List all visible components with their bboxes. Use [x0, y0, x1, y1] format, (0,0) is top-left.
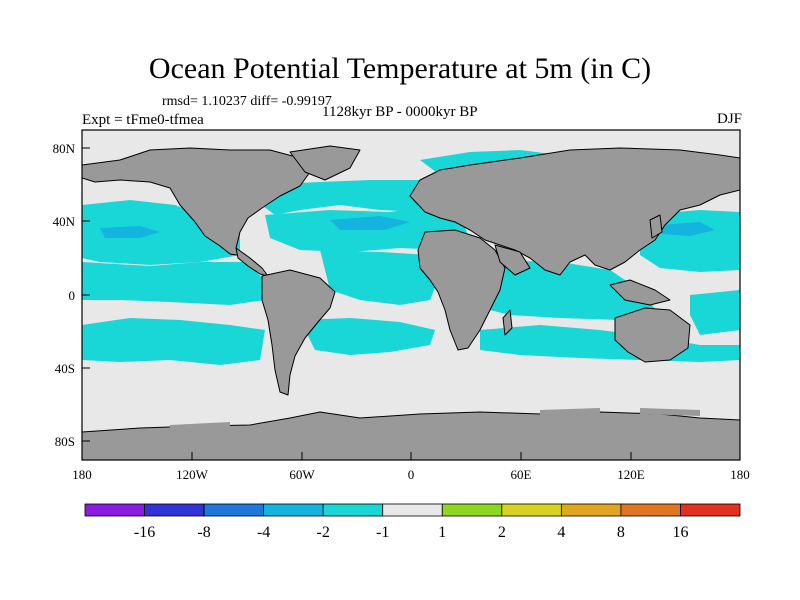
north-atlantic-cooling [255, 178, 445, 215]
y-tick-label: 40S [55, 361, 75, 376]
north-atlantic-strong [330, 216, 410, 230]
y-axis-labels: 80N 40N 0 40S 80S [53, 141, 76, 449]
colorbar-box [84, 503, 145, 517]
colorbar-box [322, 503, 384, 517]
colorbar-box [144, 503, 205, 517]
japan [649, 214, 663, 239]
x-tick-label: 180 [730, 467, 750, 482]
colorbar-box [501, 503, 562, 517]
south-pacific-east-cooling [690, 290, 740, 335]
north-america [82, 147, 311, 257]
colorbar-box [382, 503, 443, 517]
colorbar-label: 16 [672, 524, 688, 541]
indian-ocean-cooling [470, 260, 660, 320]
pacific-west-strong [660, 222, 715, 236]
madagascar [502, 309, 513, 336]
south-pacific-cooling [82, 318, 265, 365]
southeast-asia-islands [609, 279, 671, 306]
sea-ice-south-2 [540, 408, 600, 416]
x-tick-label: 120E [617, 467, 645, 482]
colorbar-box [263, 503, 324, 517]
map-title: Ocean Potential Temperature at 5m (in C) [148, 52, 652, 85]
season-label: DJF [716, 111, 742, 127]
experiment-label: Expt = tFme0-tfmea [82, 112, 204, 128]
y-tick-label: 80S [55, 434, 75, 449]
tropical-atlantic-cooling [320, 250, 440, 305]
eurasia [409, 147, 740, 276]
central-america [235, 247, 269, 277]
x-axis-labels: 180 120W 60W 0 60E 120E 180 [72, 467, 750, 482]
colorbar-box [620, 503, 681, 517]
north-pacific-strong [100, 226, 160, 238]
land-masses [82, 145, 740, 460]
south-atlantic-cooling [300, 318, 435, 355]
greenland [289, 145, 361, 181]
colorbar-label: 8 [617, 524, 625, 541]
stronger-cooling-regions [100, 216, 715, 238]
sea-ice-patches [170, 408, 700, 432]
y-tick-label: 80N [53, 141, 76, 156]
colorbar-box [680, 503, 741, 517]
y-tick-label: 0 [69, 288, 76, 303]
colorbar-label: -1 [376, 524, 389, 541]
stats-label: rmsd= 1.10237 diff= -0.99197 [162, 94, 332, 109]
colorbar-label: 1 [438, 524, 446, 541]
colorbar-label: -2 [317, 524, 330, 541]
australia [614, 307, 691, 363]
tick-marks [81, 147, 741, 460]
arabia [494, 244, 531, 276]
colorbar-labels: -16 -8 -4 -2 -1 1 2 4 8 16 [134, 524, 689, 541]
colorbar-label: 2 [498, 524, 506, 541]
y-tick-label: 40N [53, 214, 76, 229]
x-tick-label: 60E [511, 467, 532, 482]
colorbar-box [203, 503, 265, 517]
x-tick-label: 0 [408, 467, 415, 482]
antarctica [82, 411, 740, 460]
colorbar-label: -4 [257, 524, 270, 541]
colorbar-label: 4 [557, 524, 565, 541]
period-label: 1128kyr BP - 0000kyr BP [322, 104, 478, 120]
colorbar-label: -16 [134, 524, 155, 541]
tropical-pacific-cooling [82, 262, 265, 305]
colorbar-label: -8 [197, 524, 210, 541]
africa [417, 229, 506, 351]
sea-ice-south-3 [640, 408, 700, 416]
map-panel [82, 130, 740, 460]
colorbar-box [441, 503, 503, 517]
x-tick-label: 180 [72, 467, 92, 482]
x-tick-label: 120W [176, 467, 209, 482]
colorbar-boxes [84, 503, 741, 517]
colorbar: -16 -8 -4 -2 -1 1 2 4 8 16 [84, 503, 741, 541]
south-america [261, 269, 336, 396]
sea-ice-south-1 [170, 422, 230, 432]
x-tick-label: 60W [289, 467, 315, 482]
colorbar-box [560, 503, 622, 517]
